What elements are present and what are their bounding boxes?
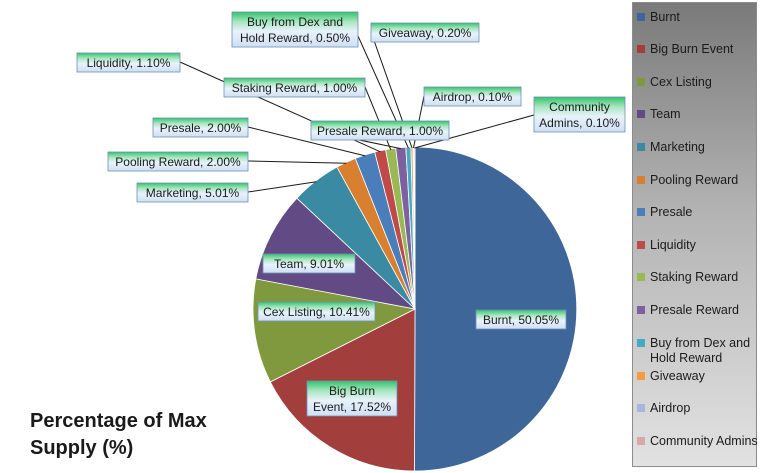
data-label-marketing: Marketing, 5.01% <box>136 182 249 203</box>
legend-swatch <box>637 372 645 380</box>
data-label-text: Cex Listing, 10.41% <box>263 305 370 319</box>
legend-label: Presale <box>650 205 693 219</box>
legend-label: Airdrop <box>650 401 691 415</box>
data-label-presale-reward: Presale Reward, 1.00% <box>310 120 450 141</box>
pie-slice-team <box>255 197 417 310</box>
data-label-box <box>310 120 450 141</box>
data-label-box <box>423 86 522 107</box>
legend-swatch <box>637 176 645 184</box>
legend-swatch <box>637 45 645 53</box>
data-label-box <box>306 380 398 417</box>
data-label-text: Presale, 2.00% <box>160 121 242 135</box>
leader-line-marketing <box>247 181 317 193</box>
data-label-text: Team, 9.01% <box>274 257 344 271</box>
data-label-big-burn-event: Big Burn Event, 17.52% <box>306 380 398 417</box>
data-label-text: Liquidity, 1.10% <box>87 56 171 70</box>
data-label-liquidity: Liquidity, 1.10% <box>76 52 181 73</box>
legend-label: Burnt <box>650 10 680 24</box>
data-label-pooling-reward: Pooling Reward, 2.00% <box>107 151 249 172</box>
legend-swatch <box>637 143 645 151</box>
data-label-box <box>475 309 567 330</box>
legend-swatch <box>637 78 645 86</box>
legend-label: Cex Listing <box>650 75 712 89</box>
leader-line-pooling-reward <box>247 160 347 164</box>
legend-label: Big Burn Event <box>650 42 734 56</box>
legend-swatch <box>637 241 645 249</box>
legend-swatch <box>637 404 645 412</box>
data-label-box <box>257 301 376 322</box>
data-label-box <box>107 151 249 172</box>
data-label-cex-listing: Cex Listing, 10.41% <box>257 301 376 322</box>
data-label-box <box>76 52 181 73</box>
data-label-text: Giveaway, 0.20% <box>379 26 472 40</box>
legend-swatch <box>637 306 645 314</box>
data-label-box <box>152 117 249 138</box>
data-label-box <box>262 253 356 274</box>
legend-label: Team <box>650 107 681 121</box>
data-label-airdrop: Airdrop, 0.10% <box>423 86 522 107</box>
legend-swatch <box>637 273 645 281</box>
data-label-text: Community Admins, 0.10% <box>539 100 620 130</box>
legend-label: Giveaway <box>650 369 705 383</box>
data-label-box <box>370 22 480 43</box>
data-label-box <box>231 11 359 48</box>
legend-label: Presale Reward <box>650 303 739 317</box>
legend-label: Marketing <box>650 140 705 154</box>
data-label-text: Marketing, 5.01% <box>146 186 240 200</box>
data-label-giveaway: Giveaway, 0.20% <box>370 22 480 43</box>
data-label-text: Presale Reward, 1.00% <box>317 124 443 138</box>
data-label-text: Buy from Dex and Hold Reward, 0.50% <box>240 15 350 45</box>
data-label-box <box>136 182 249 203</box>
legend-label: Pooling Reward <box>650 173 739 187</box>
legend-swatch <box>637 339 645 347</box>
legend-label: Staking Reward <box>650 270 739 284</box>
legend-swatch <box>637 110 645 118</box>
data-label-text: Pooling Reward, 2.00% <box>115 155 241 169</box>
pie-slice-burnt <box>414 146 578 472</box>
data-label-box <box>223 77 366 98</box>
data-label-team: Team, 9.01% <box>262 253 356 274</box>
chart-title: Percentage of Max Supply (%) <box>30 410 207 459</box>
data-label-community-admins: Community Admins, 0.10% <box>533 96 626 133</box>
data-label-text: Big Burn Event, 17.52% <box>313 384 391 414</box>
leader-line-presale <box>247 126 366 157</box>
data-label-text: Burnt, 50.05% <box>483 313 559 327</box>
legend-label: Buy from Dex and Hold Reward <box>650 336 751 365</box>
data-label-staking-reward: Staking Reward, 1.00% <box>223 77 366 98</box>
legend-label: Liquidity <box>650 238 696 252</box>
chart-legend: Burnt Big Burn Event Cex Listing Team Market… <box>632 2 758 467</box>
legend-swatch <box>637 208 645 216</box>
legend-swatch <box>637 13 645 21</box>
legend-label: Community Admins <box>650 434 758 448</box>
data-labels: Burnt, 50.05% Big Burn Event, 17.52% Cex Li… <box>76 11 626 417</box>
data-label-burnt: Burnt, 50.05% <box>475 309 567 330</box>
data-label-box <box>533 96 626 133</box>
data-label-text: Staking Reward, 1.00% <box>232 81 358 95</box>
leader-line-community-admins <box>414 114 535 149</box>
data-label-text: Airdrop, 0.10% <box>433 90 513 104</box>
data-label-buy-from-dex-and-hold-reward: Buy from Dex and Hold Reward, 0.50% <box>231 11 359 48</box>
legend-swatch <box>637 437 645 445</box>
data-label-presale: Presale, 2.00% <box>152 117 249 138</box>
